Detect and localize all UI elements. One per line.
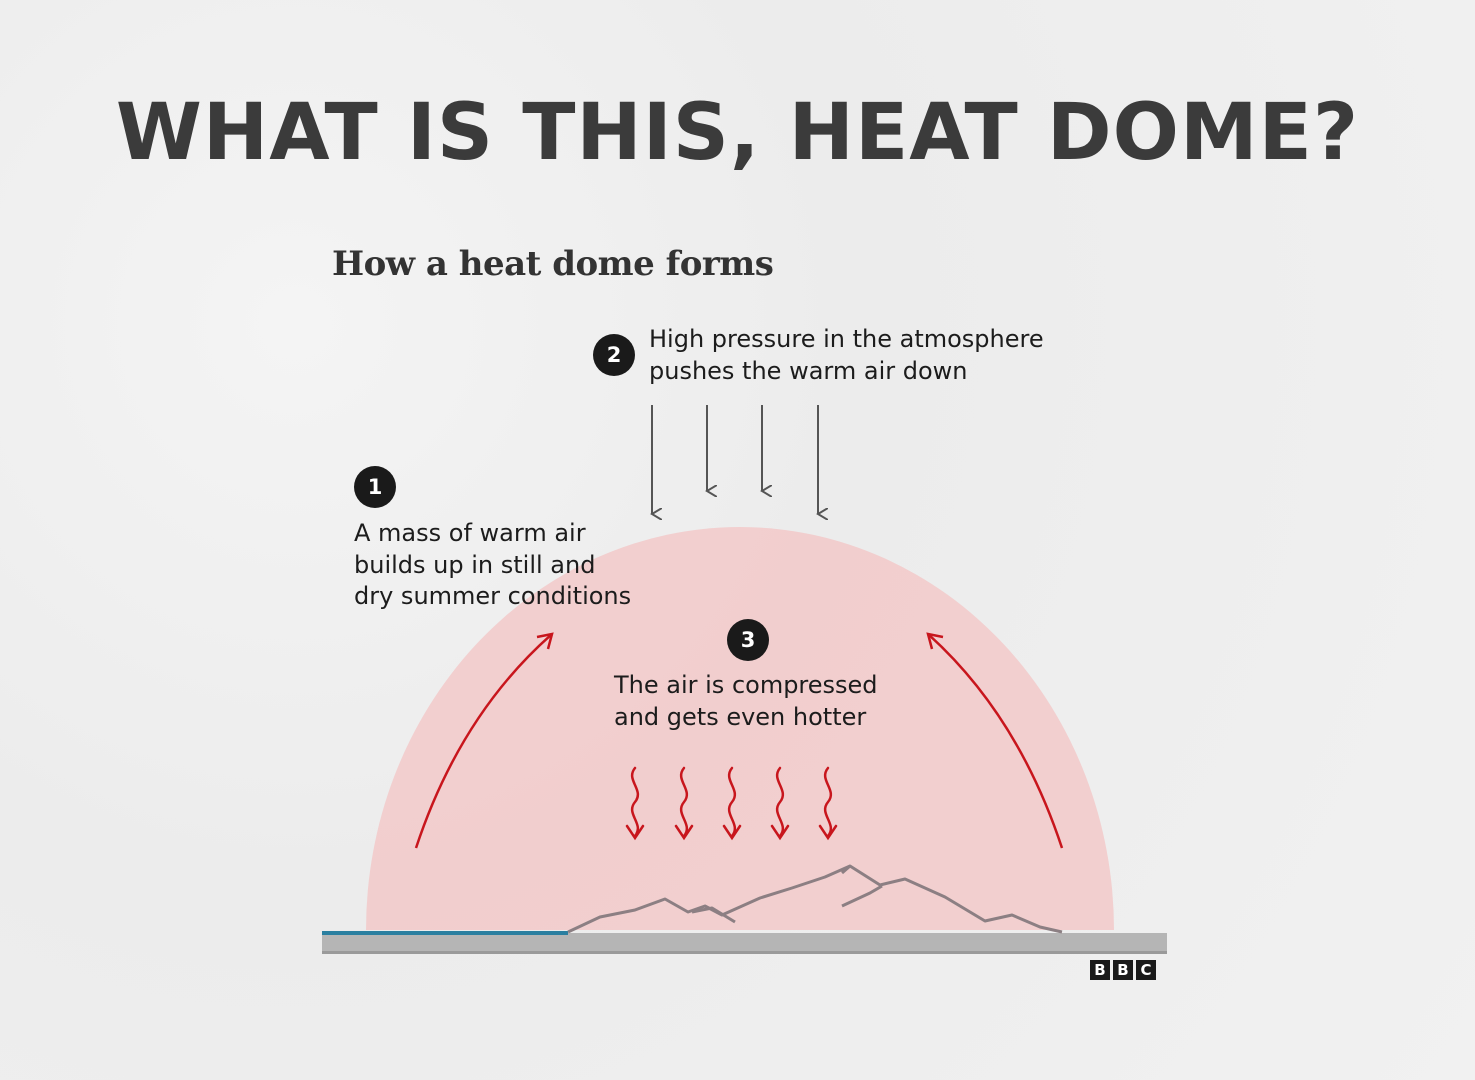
heat-dome (366, 527, 1114, 930)
bbc-logo-letter: B (1090, 960, 1110, 980)
step-3-badge: 3 (727, 619, 769, 661)
heat-arrow (674, 766, 694, 841)
step-1-badge: 1 (354, 466, 396, 508)
ground (322, 933, 1167, 953)
step-3-text: The air is compressed and gets even hott… (614, 671, 878, 731)
bbc-logo-letter: C (1136, 960, 1156, 980)
heat-arrow (818, 766, 838, 841)
rising-air-arrow-left (414, 633, 553, 849)
heat-arrow (770, 766, 790, 841)
page-title: WHAT IS THIS, HEAT DOME? (115, 88, 1360, 178)
step-1-text: A mass of warm air builds up in still an… (354, 519, 632, 610)
rising-air-arrows (414, 632, 1064, 849)
ground-edge (322, 951, 1167, 954)
diagram-subtitle: How a heat dome forms (332, 244, 774, 284)
heat-arrow (625, 766, 645, 841)
bbc-logo: B B C (1090, 960, 1156, 980)
pressure-arrows (652, 405, 818, 514)
step-2-badge: 2 (593, 334, 635, 376)
rising-air-arrow-right (927, 633, 1064, 849)
mountains (567, 864, 1063, 934)
heat-arrow (722, 766, 742, 841)
bbc-logo-letter: B (1113, 960, 1133, 980)
heat-arrows (625, 766, 838, 841)
step-2-text: High pressure in the atmosphere pushes t… (649, 325, 1044, 385)
